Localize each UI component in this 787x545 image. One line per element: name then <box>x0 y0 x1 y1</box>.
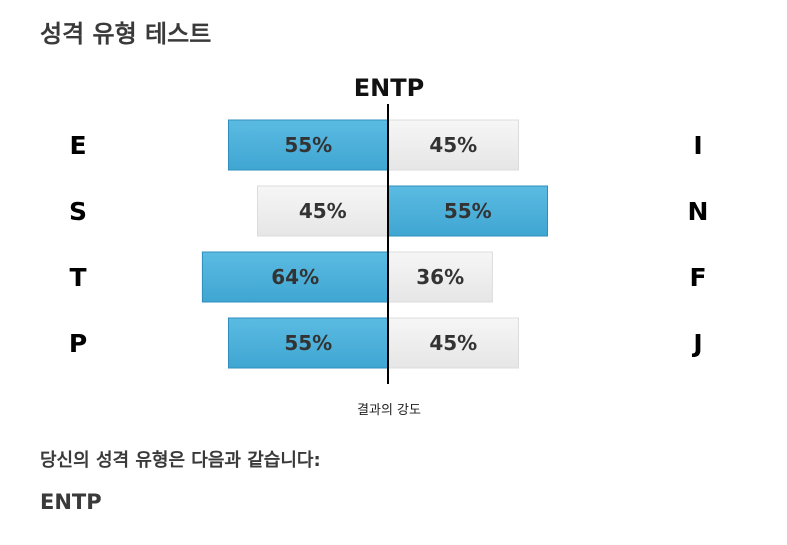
data-label-right: 45% <box>429 331 477 355</box>
bar-right-f <box>387 251 493 303</box>
bar-left-t <box>201 251 389 303</box>
data-label-right: 36% <box>416 265 464 289</box>
bar-right-n <box>387 185 548 237</box>
result-type: ENTP <box>40 490 102 514</box>
trait-letter-left: E <box>69 131 86 160</box>
chart-row: 45% 55% S N <box>69 185 709 237</box>
bar-left-p <box>228 317 389 369</box>
chart-rows: 55% 45% E I 45% 55% S N 64% 36% T F 55% 45% P J <box>69 119 709 369</box>
trait-letter-left: T <box>69 263 86 292</box>
trait-letter-right: J <box>691 329 702 358</box>
trait-letter-right: I <box>693 131 702 160</box>
data-label-left: 55% <box>284 331 332 355</box>
trait-letter-right: F <box>689 263 706 292</box>
bar-right-i <box>387 119 519 171</box>
bar-left-e <box>228 119 389 171</box>
chart-title: ENTP <box>354 74 424 102</box>
trait-letter-right: N <box>688 197 709 226</box>
data-label-right: 45% <box>429 133 477 157</box>
result-label: 당신의 성격 유형은 다음과 같습니다: <box>40 450 321 471</box>
axis-label: 결과의 강도 <box>357 403 421 418</box>
personality-chart: ENTP 55% 45% E I 45% 55% S N 64% 36% T F 55% 45% P J 결과… <box>69 74 709 418</box>
chart-row: 64% 36% T F <box>69 251 707 303</box>
data-label-right: 55% <box>444 199 492 223</box>
chart-row: 55% 45% P J <box>69 317 703 369</box>
bar-right-j <box>387 317 519 369</box>
data-label-left: 55% <box>284 133 332 157</box>
data-label-left: 45% <box>299 199 347 223</box>
page-title: 성격 유형 테스트 <box>40 20 212 48</box>
trait-letter-left: P <box>69 329 87 358</box>
chart-row: 55% 45% E I <box>69 119 703 171</box>
data-label-left: 64% <box>271 265 319 289</box>
trait-letter-left: S <box>69 197 87 226</box>
